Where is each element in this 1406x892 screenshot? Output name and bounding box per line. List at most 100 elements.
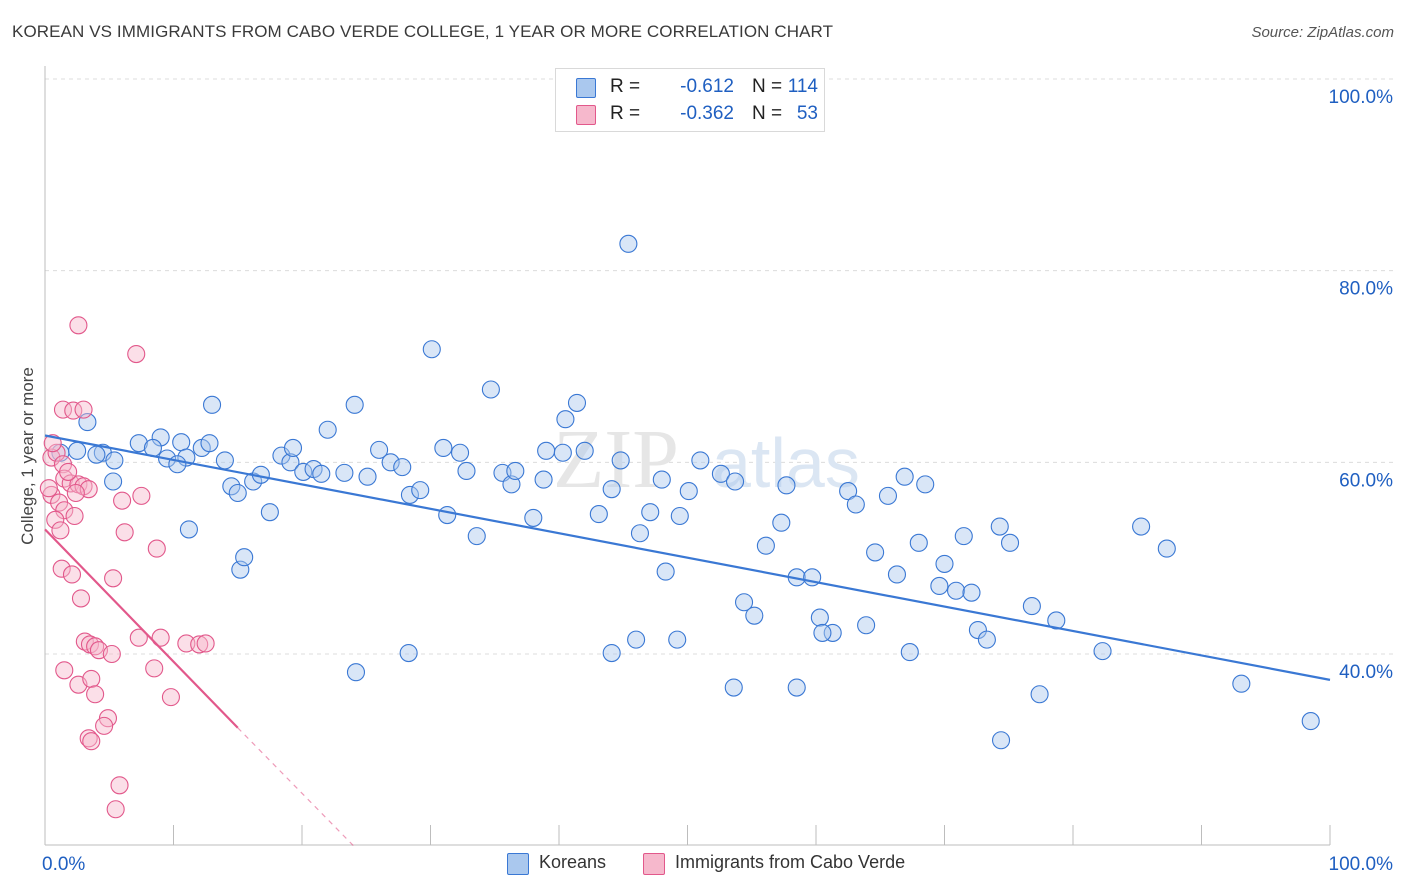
korean-point: [878, 486, 898, 505]
legend-r-label: R =: [610, 76, 641, 97]
korean-point: [105, 451, 124, 470]
korean-point: [846, 495, 865, 514]
cabo-verde-point: [147, 539, 166, 558]
korean-point: [312, 464, 331, 483]
korean-point: [711, 464, 730, 483]
korean-point: [652, 470, 671, 489]
cabo-verde-point: [151, 628, 170, 647]
korean-point: [400, 485, 419, 504]
korean-point: [506, 461, 525, 481]
cabo-verde-point: [71, 589, 91, 608]
legend-swatch-cabo-verde: [643, 853, 665, 875]
cabo-verde-point: [79, 729, 98, 748]
korean-point: [200, 434, 219, 453]
y-tick-label: 40.0%: [1339, 662, 1393, 683]
cabo-verde-point: [161, 688, 180, 707]
x-tick-label-max: 100.0%: [1329, 854, 1394, 875]
legend-r-value: -0.612: [680, 76, 734, 97]
cabo-verde-point: [95, 716, 114, 735]
koreans-trend-line: [44, 434, 1331, 681]
legend-swatch-koreans: [507, 853, 529, 875]
legend-n-value: 53: [796, 103, 818, 124]
korean-point: [438, 505, 457, 525]
korean-point: [734, 593, 754, 612]
cabo-verde-point: [69, 316, 88, 335]
legend-label-koreans: Koreans: [539, 852, 607, 872]
cabo-verde-point: [102, 644, 121, 664]
y-tick-label: 100.0%: [1329, 87, 1394, 108]
korean-point: [1157, 539, 1176, 558]
cabo-verde-point: [132, 486, 151, 505]
axes: [44, 66, 1331, 846]
cabo-verde-point: [75, 632, 94, 651]
korean-point: [619, 234, 638, 253]
cabo-verde-trend-line: [44, 528, 239, 729]
korean-point: [866, 543, 885, 562]
korean-point: [281, 453, 300, 472]
korean-point: [857, 616, 876, 635]
korean-point: [393, 458, 412, 477]
trend-lines: [44, 434, 1331, 847]
korean-point: [887, 565, 907, 584]
korean-point: [434, 438, 453, 458]
cabo-verde-point: [43, 434, 62, 453]
korean-point: [602, 643, 621, 663]
korean-point: [935, 554, 954, 573]
watermark-atlas: atlas: [712, 424, 860, 502]
korean-point: [1093, 642, 1112, 661]
korean-point: [745, 606, 764, 625]
korean-point: [104, 472, 123, 491]
korean-point: [244, 472, 263, 491]
korean-point: [909, 533, 928, 552]
tick-labels: 100.0% 80.0% 60.0% 40.0% 0.0% 100.0%: [42, 87, 1393, 875]
korean-point: [1000, 533, 1020, 552]
y-tick-label: 60.0%: [1339, 470, 1393, 491]
korean-point: [611, 451, 630, 470]
korean-point: [679, 482, 698, 501]
cabo-verde-point: [39, 479, 58, 498]
korean-point: [630, 524, 650, 543]
koreans-points: [51, 234, 1320, 750]
korean-point: [524, 508, 543, 527]
cabo-verde-point: [66, 483, 85, 503]
korean-point: [777, 476, 796, 495]
cabo-verde-point: [127, 344, 146, 364]
cabo-verde-point: [86, 685, 105, 704]
korean-point: [575, 441, 594, 460]
korean-point: [691, 451, 710, 470]
korean-point: [968, 620, 987, 640]
cabo-verde-point: [110, 776, 129, 795]
korean-point: [481, 380, 500, 399]
korean-point: [534, 470, 553, 489]
korean-point: [1132, 517, 1151, 536]
korean-point: [823, 623, 842, 642]
korean-point: [260, 503, 279, 522]
korean-point: [954, 527, 973, 546]
chart-title: KOREAN VS IMMIGRANTS FROM CABO VERDE COL…: [12, 22, 834, 41]
korean-point: [553, 443, 572, 462]
cabo-verde-points: [39, 316, 215, 819]
cabo-verde-point: [55, 501, 74, 520]
korean-point: [670, 506, 689, 526]
korean-point: [68, 441, 87, 460]
legend-n-value: 114: [787, 76, 818, 97]
korean-point: [457, 461, 476, 481]
legend-n-label: N =: [752, 76, 783, 97]
cabo-verde-point: [74, 400, 93, 419]
korean-point: [215, 451, 234, 470]
legend-r-value: -0.362: [680, 103, 734, 124]
korean-point: [345, 395, 364, 414]
korean-point: [895, 467, 914, 486]
korean-point: [725, 472, 745, 491]
korean-point: [567, 393, 587, 412]
korean-point: [381, 453, 400, 472]
korean-point: [810, 608, 829, 627]
korean-point: [358, 467, 377, 486]
korean-point: [294, 462, 313, 481]
x-tick-label-min: 0.0%: [42, 854, 85, 875]
korean-point: [602, 480, 621, 499]
korean-point: [627, 630, 646, 649]
cabo-verde-point: [51, 521, 70, 540]
korean-point: [318, 420, 337, 439]
